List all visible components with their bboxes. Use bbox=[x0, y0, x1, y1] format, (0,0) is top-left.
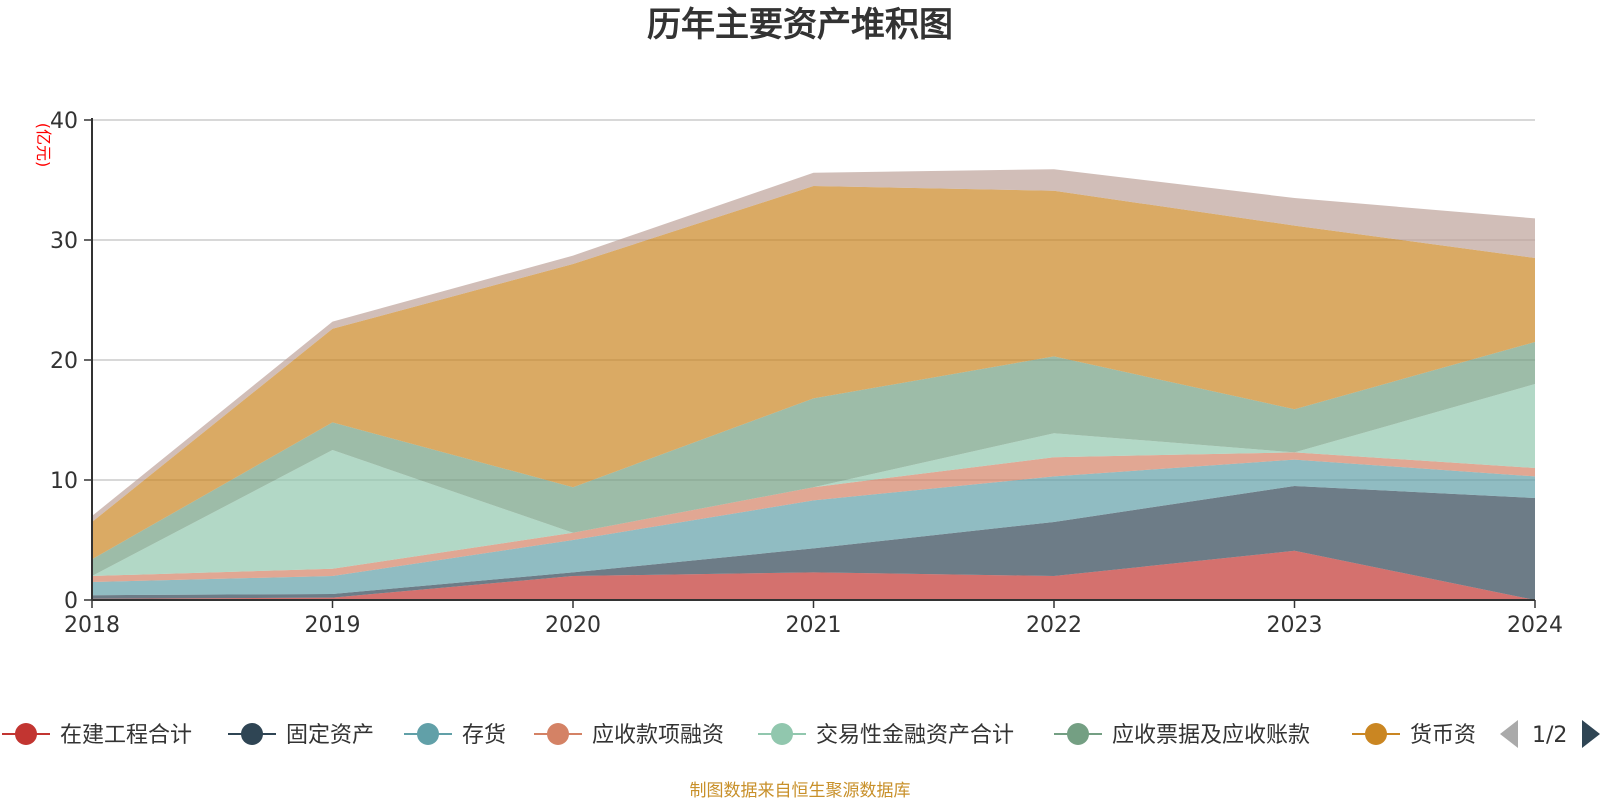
legend-item[interactable]: 应收款项融资 bbox=[534, 723, 724, 748]
y-tick-label: 40 bbox=[50, 109, 78, 134]
area-货币资金 bbox=[92, 186, 1535, 560]
legend-item[interactable]: 固定资产 bbox=[228, 723, 374, 748]
data-source-note: 制图数据来自恒生聚源数据库 bbox=[690, 781, 911, 800]
x-tick-label: 2021 bbox=[786, 613, 842, 638]
legend-page-indicator: 1/2 bbox=[1532, 723, 1567, 748]
area-在建工程合计 bbox=[92, 550, 1535, 600]
x-tick-label: 2022 bbox=[1026, 613, 1082, 638]
legend-label: 应收票据及应收账款 bbox=[1112, 723, 1310, 748]
legend-label: 交易性金融资产合计 bbox=[816, 723, 1014, 748]
x-tick-label: 2019 bbox=[305, 613, 361, 638]
y-axis-unit-label: (亿元) bbox=[34, 123, 53, 168]
legend-item[interactable]: 在建工程合计 bbox=[2, 723, 192, 748]
legend-marker-icon bbox=[1365, 723, 1387, 745]
legend-label: 货币资 bbox=[1410, 723, 1476, 748]
legend-marker-icon bbox=[1067, 723, 1089, 745]
legend-label: 存货 bbox=[462, 723, 506, 748]
x-tick-label: 2024 bbox=[1507, 613, 1563, 638]
legend-label: 固定资产 bbox=[286, 723, 374, 748]
x-tick-label: 2018 bbox=[64, 613, 120, 638]
area-应收款项融资 bbox=[92, 452, 1535, 582]
area-存货 bbox=[92, 459, 1535, 596]
legend-pager: 1/2 bbox=[1500, 720, 1600, 748]
y-tick-label: 30 bbox=[50, 229, 78, 254]
area-应收票据及应收账款 bbox=[92, 342, 1535, 576]
area-固定资产 bbox=[92, 486, 1535, 600]
legend-marker-icon bbox=[417, 723, 439, 745]
x-tick-label: 2020 bbox=[545, 613, 601, 638]
area-交易性金融资产合计 bbox=[92, 384, 1535, 576]
legend-item[interactable]: 存货 bbox=[404, 723, 506, 748]
legend-marker-icon bbox=[771, 723, 793, 745]
legend-marker-icon bbox=[547, 723, 569, 745]
legend-next-arrow-icon[interactable] bbox=[1582, 720, 1600, 748]
legend-item[interactable]: 货币资 bbox=[1352, 723, 1476, 748]
legend-item[interactable]: 应收票据及应收账款 bbox=[1054, 723, 1310, 748]
chart-title: 历年主要资产堆积图 bbox=[647, 5, 953, 45]
y-tick-label: 0 bbox=[64, 589, 78, 614]
legend-marker-icon bbox=[15, 723, 37, 745]
y-tick-label: 20 bbox=[50, 349, 78, 374]
legend-label: 在建工程合计 bbox=[60, 723, 192, 748]
axes: 0 10 20 30 40 2018 2019 2020 2021 2022 2023 2024 bbox=[50, 109, 1563, 638]
y-tick-label: 10 bbox=[50, 469, 78, 494]
legend-marker-icon bbox=[241, 723, 263, 745]
legend: 在建工程合计 固定资产 存货 应收款项融资 交易性金融资产合计 应收票据及应收账款 货币资 bbox=[2, 723, 1476, 748]
x-tick-label: 2023 bbox=[1267, 613, 1323, 638]
legend-prev-arrow-icon[interactable] bbox=[1500, 720, 1518, 748]
legend-item[interactable]: 交易性金融资产合计 bbox=[758, 723, 1014, 748]
area-series bbox=[92, 169, 1535, 600]
legend-label: 应收款项融资 bbox=[592, 723, 724, 748]
